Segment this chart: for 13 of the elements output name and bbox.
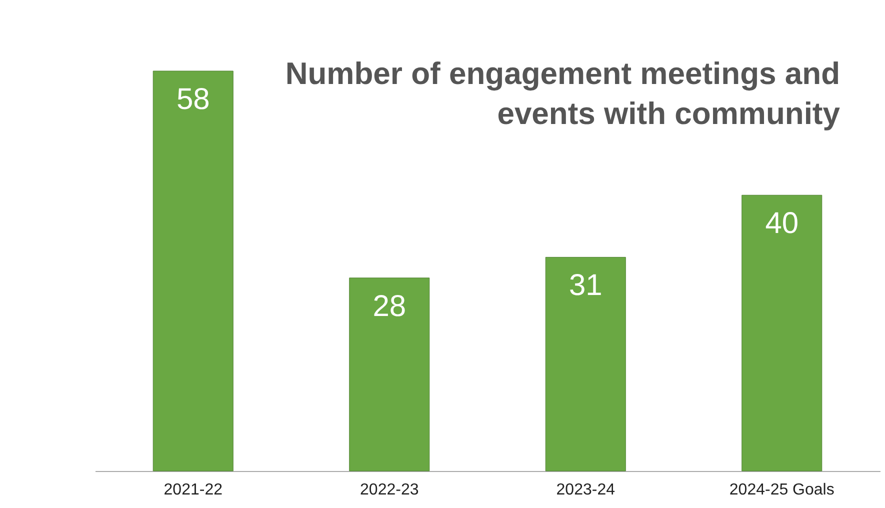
x-tick-label: 2021-22: [164, 482, 223, 498]
data-label: 31: [568, 269, 602, 302]
x-tick-label: 2022-23: [360, 482, 419, 498]
data-label: 58: [176, 83, 210, 116]
bar: [349, 278, 430, 472]
x-tick-label: 2024-25 Goals: [729, 482, 834, 498]
data-label: 28: [372, 290, 406, 323]
bar: [742, 194, 822, 472]
data-label: 40: [765, 207, 799, 240]
bar: [545, 256, 626, 472]
chart-title: Number of engagement meetings and events with community: [285, 56, 841, 131]
bar: [152, 70, 234, 472]
x-tick-label: 2023-24: [556, 482, 616, 498]
